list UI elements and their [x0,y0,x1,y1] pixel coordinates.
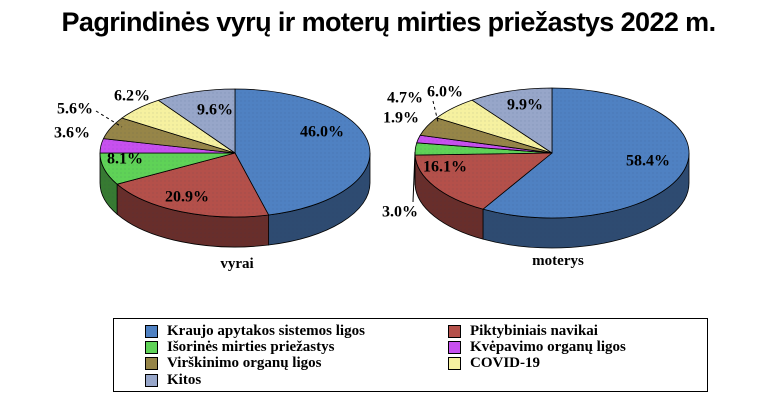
legend-item: Kitos [145,372,448,388]
pie-slice-texture [483,88,689,218]
legend-swatch [145,373,158,387]
legend-item: Kvėpavimo organų ligos [448,339,707,355]
legend-swatch [145,324,158,338]
legend-label: Kvėpavimo organų ligos [470,339,626,356]
pie-slice-texture [100,153,235,185]
pie-slice-side-texture [268,153,370,245]
slice-value-label: 58.4% [626,153,670,170]
legend-box: Kraujo apytakos sistemos ligos Išorinės m… [113,318,708,392]
legend-label: COVID-19 [470,355,540,372]
pie-slice-texture [121,100,235,153]
slice-value-label: 8.1% [107,151,143,168]
chart-title: Pagrindinės vyrų ir moterų mirties priež… [61,7,717,37]
pie-slice-side-texture [483,153,689,248]
pie-slice-texture [420,117,552,153]
pie-slice-texture [103,118,235,153]
slice-value-label: 20.9% [165,189,209,206]
legend-swatch [145,341,158,355]
legend-swatch [448,341,461,355]
pie-vyrai: 46.0% 20.9% 8.1% 3.6% 5.6% 6.2% 9.6% vyrai [54,88,371,272]
pie-caption: vyrai [220,256,253,272]
pie-slice-side-texture [100,153,118,215]
pie-slice-texture [415,142,552,156]
legend-swatch [448,357,461,371]
pie-caption: moterys [532,253,584,269]
slice-value-label: 9.9% [507,97,543,114]
legend-item: COVID-19 [448,356,707,372]
slice-value-label: 4.7% [387,90,423,107]
legend-label: Virškinimo organų ligos [167,355,322,372]
pie-slice-side-texture [415,155,484,240]
legend-item: Kraujo apytakos sistemos ligos [145,323,448,339]
legend-label: Išorinės mirties priežastys [167,339,335,356]
slice-value-label: 9.6% [197,102,233,119]
legend-column-2: Piktybiniais navikai Kvėpavimo organų lig… [448,323,707,391]
pie-slice-texture [158,89,235,153]
legend-label: Kraujo apytakos sistemos ligos [167,322,365,339]
pie-slice-texture [415,153,552,210]
legend-column-1: Kraujo apytakos sistemos ligos Išorinės m… [114,323,448,391]
legend-item: Virškinimo organų ligos [145,356,448,372]
leader-line [412,151,416,203]
legend-item: Piktybiniais navikai [448,323,707,339]
slice-value-label: 1.9% [383,110,419,127]
legend-item: Išorinės mirties priežastys [145,339,448,355]
slice-value-label: 46.0% [300,124,344,141]
slice-value-label: 5.6% [57,101,93,118]
pie-slice-texture [472,88,552,153]
pie-slice-texture [235,89,370,215]
slice-value-label: 3.6% [54,125,90,142]
slice-value-label: 16.1% [423,159,467,176]
pie-slice-side-texture [117,184,269,247]
pie-moterys: 58.4% 16.1% 3.0% 1.9% 4.7% 6.0% 9.9% moterys [382,84,690,269]
legend-label: Piktybiniais navikai [470,322,598,339]
pie-slice-texture [117,153,269,217]
slice-value-label: 6.2% [114,88,150,105]
leader-line-dashed [95,110,123,128]
legend-label: Kitos [167,371,202,388]
slice-value-label: 3.0% [382,204,418,221]
slice-value-label: 6.0% [427,84,463,101]
pie-slice-texture [436,100,552,153]
legend-swatch [448,324,461,338]
legend-swatch [145,357,158,371]
